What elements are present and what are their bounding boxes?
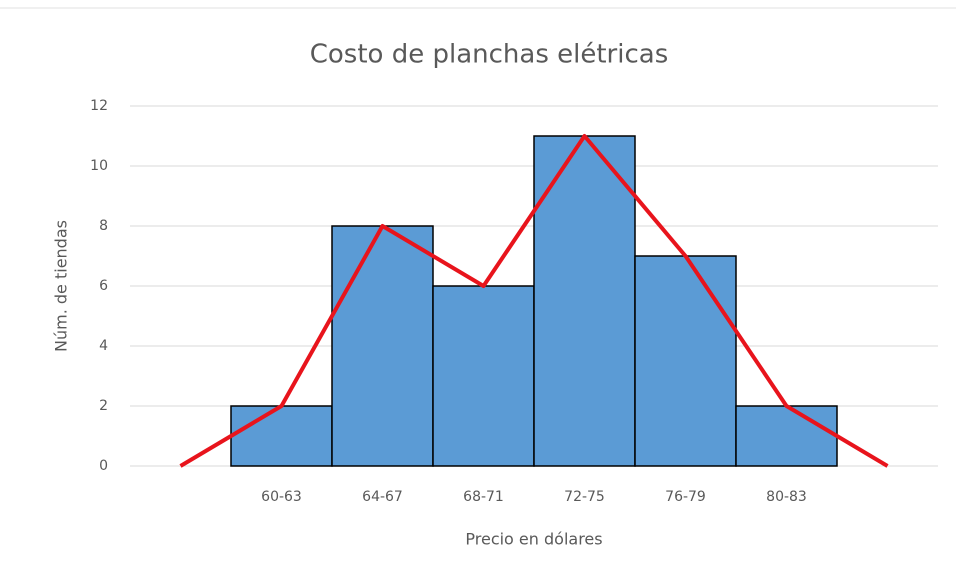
y-tick-label: 8	[99, 218, 108, 234]
y-tick-label: 0	[99, 458, 108, 474]
bar	[735, 405, 838, 467]
y-tick-label: 10	[90, 158, 108, 174]
bar	[634, 255, 737, 467]
x-tick-label: 76-79	[665, 489, 706, 505]
chart-title: Costo de planchas elétricas	[310, 40, 669, 70]
x-tick-label: 72-75	[564, 489, 605, 505]
x-tick-label: 68-71	[463, 489, 504, 505]
x-axis-label: Precio en dólares	[465, 530, 602, 549]
y-axis-label: Núm. de tiendas	[52, 220, 71, 352]
bar	[230, 405, 333, 467]
y-tick-label: 12	[90, 98, 108, 114]
y-tick-label: 4	[99, 338, 108, 354]
x-tick-label: 60-63	[261, 489, 302, 505]
x-tick-label: 80-83	[766, 489, 807, 505]
x-tick-label: 64-67	[362, 489, 403, 505]
bar	[331, 225, 434, 467]
y-tick-label: 2	[99, 398, 108, 414]
y-tick-label: 6	[99, 278, 108, 294]
bar	[432, 285, 535, 467]
frequency-polygon	[179, 134, 889, 468]
bar	[533, 135, 636, 467]
